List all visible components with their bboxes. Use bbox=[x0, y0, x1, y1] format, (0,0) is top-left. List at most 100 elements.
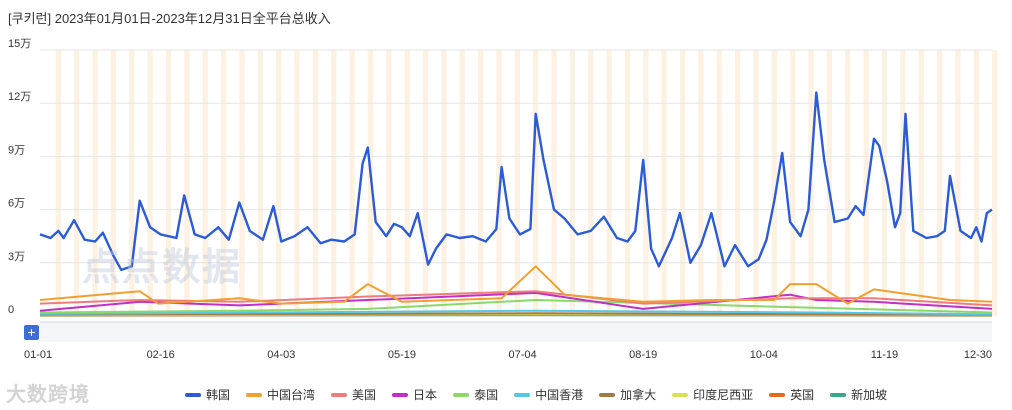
weekend-band bbox=[716, 50, 722, 316]
legend-label: 中国香港 bbox=[535, 388, 584, 402]
weekend-band bbox=[257, 50, 263, 316]
weekend-band bbox=[845, 50, 851, 316]
y-tick-label: 12万 bbox=[8, 91, 31, 103]
x-tick-label: 04-03 bbox=[267, 349, 295, 361]
weekend-band bbox=[698, 50, 704, 316]
weekend-band bbox=[276, 50, 282, 316]
y-tick-label: 9万 bbox=[8, 144, 25, 156]
zoom-add-button[interactable]: + bbox=[24, 325, 39, 340]
series-line-1 bbox=[39, 265, 993, 305]
y-tick-label: 15万 bbox=[8, 38, 31, 50]
weekend-band bbox=[220, 50, 227, 316]
weekend-band bbox=[496, 50, 502, 316]
y-tick-label: 3万 bbox=[8, 251, 25, 263]
legend-label: 加拿大 bbox=[620, 388, 657, 402]
legend-item[interactable]: 英国 bbox=[769, 386, 814, 403]
weekend-band bbox=[606, 50, 612, 316]
weekend-band bbox=[331, 50, 337, 316]
weekend-band bbox=[936, 50, 943, 316]
legend-swatch bbox=[453, 392, 470, 397]
weekend-band bbox=[404, 50, 410, 316]
weekend-band bbox=[239, 50, 245, 316]
weekend-band bbox=[312, 50, 318, 316]
x-tick-label: 08-19 bbox=[629, 349, 657, 361]
weekend-band bbox=[349, 50, 355, 316]
y-tick-label: 0 bbox=[8, 304, 14, 316]
weekend-band bbox=[551, 50, 557, 316]
legend-swatch bbox=[599, 392, 616, 397]
weekend-band bbox=[771, 50, 777, 316]
x-tick-label: 02-16 bbox=[147, 349, 175, 361]
weekend-band bbox=[881, 50, 888, 316]
legend-label: 泰国 bbox=[474, 388, 499, 402]
legend-swatch bbox=[246, 392, 263, 397]
weekend-band bbox=[74, 50, 80, 316]
weekend-band bbox=[55, 50, 61, 316]
weekend-band bbox=[147, 50, 153, 316]
weekend-band bbox=[790, 50, 796, 316]
legend-label: 英国 bbox=[790, 388, 815, 402]
weekend-band bbox=[514, 50, 520, 316]
weekend-band bbox=[955, 50, 961, 316]
weekend-band bbox=[588, 50, 594, 316]
legend-item[interactable]: 新加坡 bbox=[830, 386, 887, 403]
weekend-band bbox=[184, 50, 190, 316]
legend-item[interactable]: 泰国 bbox=[453, 386, 498, 403]
legend-item[interactable]: 中国香港 bbox=[514, 386, 583, 403]
legend-swatch bbox=[185, 392, 201, 397]
series-line-5 bbox=[39, 309, 993, 316]
x-tick-label: 07-04 bbox=[508, 349, 536, 361]
weekend-band bbox=[202, 50, 208, 316]
corner-watermark: 大数跨境 bbox=[6, 384, 90, 406]
center-watermark: 点点数据 bbox=[82, 247, 243, 289]
legend-swatch bbox=[514, 392, 531, 397]
legend-label: 美国 bbox=[352, 388, 377, 402]
weekend-band bbox=[569, 50, 576, 316]
weekend-band bbox=[92, 50, 98, 316]
weekend-band bbox=[661, 50, 667, 316]
weekend-band bbox=[992, 50, 998, 316]
chart-legend: 韩国 中国台湾 美国 日本 泰国 中国香港 加拿大 印度尼西亚 英国 新加坡 bbox=[185, 386, 887, 403]
legend-item[interactable]: 日本 bbox=[392, 386, 437, 403]
weekend-band bbox=[973, 50, 979, 316]
legend-label: 日本 bbox=[413, 388, 438, 402]
weekend-band bbox=[863, 50, 869, 316]
legend-swatch bbox=[392, 392, 409, 397]
legend-label: 韩国 bbox=[206, 388, 231, 402]
series-line-0 bbox=[39, 91, 993, 272]
legend-item[interactable]: 韩国 bbox=[185, 386, 230, 403]
series-line-6 bbox=[39, 312, 993, 316]
y-tick-label: 6万 bbox=[8, 198, 25, 210]
series-line-4 bbox=[39, 299, 993, 314]
weekend-band bbox=[441, 50, 447, 316]
legend-item[interactable]: 印度尼西亚 bbox=[672, 386, 753, 403]
legend-swatch bbox=[769, 392, 786, 397]
legend-label: 中国台湾 bbox=[267, 388, 316, 402]
weekend-band bbox=[422, 50, 429, 316]
weekend-band bbox=[110, 50, 117, 316]
weekend-band bbox=[294, 50, 300, 316]
weekend-band bbox=[165, 50, 172, 316]
weekend-band bbox=[129, 50, 135, 316]
legend-item[interactable]: 加拿大 bbox=[599, 386, 656, 403]
weekend-band bbox=[753, 50, 759, 316]
x-tick-label: 11-19 bbox=[871, 349, 898, 361]
legend-item[interactable]: 美国 bbox=[331, 386, 376, 403]
legend-label: 印度尼西亚 bbox=[693, 388, 754, 402]
weekend-band bbox=[918, 50, 924, 316]
legend-swatch bbox=[830, 392, 847, 397]
weekend-band bbox=[459, 50, 465, 316]
weekend-band bbox=[386, 50, 392, 316]
weekend-band bbox=[679, 50, 686, 316]
x-zoom-track bbox=[40, 322, 992, 342]
x-tick-label: 05-19 bbox=[388, 349, 416, 361]
chart-title: [쿠키런] 2023年01月01日-2023年12月31日全平台总收入 bbox=[8, 11, 331, 26]
x-tick-label: 12-30 bbox=[964, 349, 992, 361]
weekend-band bbox=[533, 50, 539, 316]
x-tick-label: 01-01 bbox=[24, 349, 52, 361]
weekend-band bbox=[734, 50, 741, 316]
legend-label: 新加坡 bbox=[851, 388, 888, 402]
weekend-band bbox=[624, 50, 631, 316]
legend-item[interactable]: 中国台湾 bbox=[246, 386, 315, 403]
